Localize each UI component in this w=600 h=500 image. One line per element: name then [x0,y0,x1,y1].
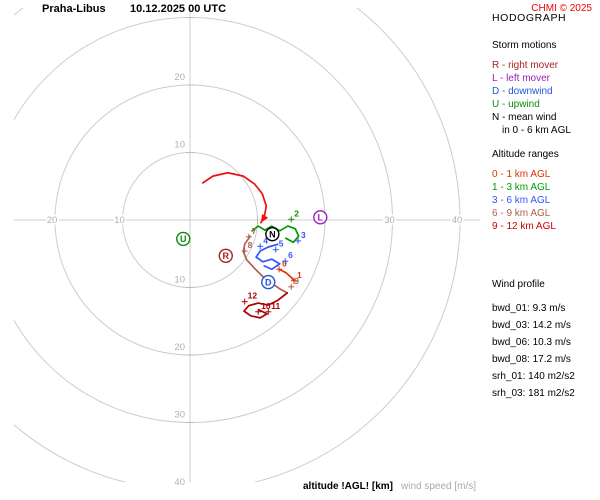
wind-profile-srh-03: srh_03: 181 m2/s2 [492,388,575,399]
legend-altitude-3-6: 3 - 6 km AGL [492,195,551,206]
wind-profile-bwd-08: bwd_08: 17.2 m/s [492,354,571,365]
chart-footer: altitude !AGL! [km] wind speed [m/s] [0,481,600,495]
altitude-label: 3 [301,230,306,240]
storm-marker-letter: U [180,234,187,244]
storm-marker-letter: R [223,251,230,261]
legend-left-mover: L - left mover [492,73,550,84]
trace-arrowhead [260,214,269,223]
legend-downwind: D - downwind [492,86,553,97]
altitude-label: 9 [294,276,299,286]
axis-label: 10 [174,275,185,286]
altitude-label: 8 [248,240,253,250]
storm-motions-list: R - right mover L - left mover D - downw… [492,59,598,137]
copyright-notice: CHMI © 2025 [531,3,592,14]
hodograph-trace [242,235,289,294]
axis-label: 10 [114,215,125,226]
axis-label: 20 [47,215,58,226]
legend-altitude-6-9: 6 - 9 km AGL [492,208,551,219]
wind-profile-list: bwd_01: 9.3 m/s bwd_03: 14.2 m/s bwd_06:… [492,300,598,402]
hodograph-trace [243,292,289,319]
polar-grid [14,8,480,482]
axis-label: 40 [452,215,463,226]
hodograph-trace [201,171,268,224]
legend-right-mover: R - right mover [492,60,559,71]
axis-label: 20 [174,72,185,83]
wind-profile-title: Wind profile [492,279,545,290]
altitude-label: 4 [263,235,268,245]
page-header: Praha-Libus 10.12.2025 00 UTC CHMI © 202… [0,2,600,18]
legend-mean-wind-range: in 0 - 6 km AGL [502,125,571,136]
legend-mean-wind: N - mean wind [492,112,557,123]
altitude-label: 10 [261,301,271,311]
storm-marker-letter: L [318,213,324,223]
panel-title: HODOGRAPH [492,12,567,24]
storm-marker-circle [265,226,280,242]
altitude-label: 0 [282,258,287,268]
altitude-label: 11 [271,301,280,311]
hodograph-trace [278,268,295,282]
wind-profile-bwd-03: bwd_03: 14.2 m/s [492,320,571,331]
hodograph-trace [251,225,300,244]
storm-marker-circle [176,231,191,247]
axis-label: 30 [384,215,395,226]
storm-marker-letter: N [269,229,276,239]
legend-panel: HODOGRAPH Storm motions R - right mover … [492,12,598,402]
wind-profile-bwd-01: bwd_01: 9.3 m/s [492,303,566,314]
storm-marker-circle [261,274,276,290]
altitude-label: 2 [294,208,299,218]
observation-datetime: 10.12.2025 00 UTC [130,3,227,15]
legend-altitude-1-3: 1 - 3 km AGL [492,182,551,193]
altitude-label: 1 [297,270,302,280]
legend-upwind: U - upwind [492,99,540,110]
altitude-label: 7 [252,226,257,236]
station-name: Praha-Libus [42,3,106,15]
axis-label: 20 [174,342,185,353]
storm-motions-title: Storm motions [492,40,557,51]
legend-altitude-0-1: 0 - 1 km AGL [492,169,551,180]
altitude-axis-label: altitude !AGL! [km] [303,481,393,492]
altitude-label: 5 [279,239,284,249]
storm-marker-circle [218,248,233,263]
wind-profile-srh-01: srh_01: 140 m2/s2 [492,371,575,382]
storm-marker-letter: D [265,277,272,287]
axis-label: 10 [174,140,185,151]
altitude-label: 12 [248,291,258,301]
altitude-label: 6 [288,250,293,260]
wind-profile-bwd-06: bwd_06: 10.3 m/s [492,337,571,348]
altitude-ranges-list: 0 - 1 km AGL 1 - 3 km AGL 3 - 6 km AGL 6… [492,168,598,233]
storm-marker-circle [313,210,328,225]
axis-label: 40 [174,477,185,488]
altitude-ranges-title: Altitude ranges [492,149,559,160]
hodograph-trace [255,243,281,271]
axis-label: 30 [174,410,185,421]
wind-speed-axis-label: wind speed [m/s] [401,481,477,492]
legend-altitude-9-12: 9 - 12 km AGL [492,221,556,232]
